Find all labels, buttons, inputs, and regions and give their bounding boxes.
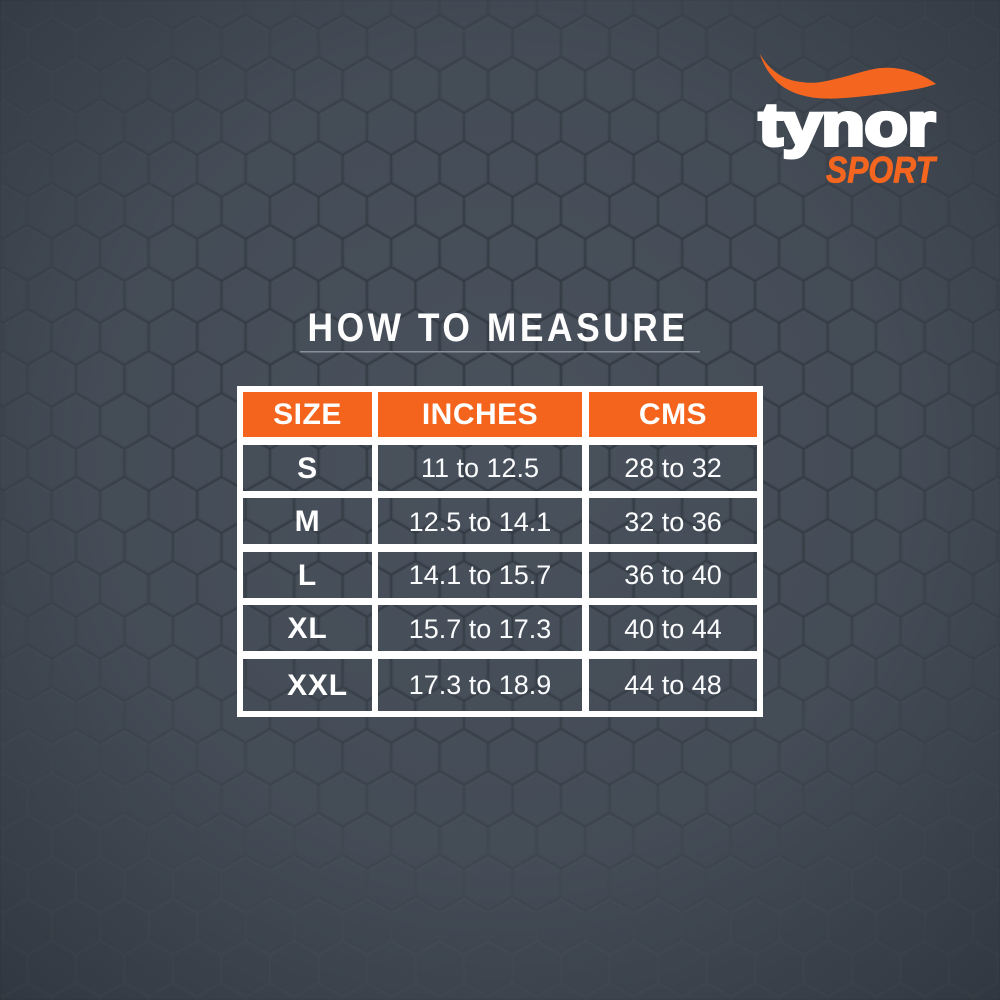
svg-text:SPORT: SPORT: [826, 149, 938, 190]
svg-text:tynor: tynor: [759, 92, 935, 158]
svg-text:HOW TO MEASURE: HOW TO MEASURE: [308, 306, 689, 350]
